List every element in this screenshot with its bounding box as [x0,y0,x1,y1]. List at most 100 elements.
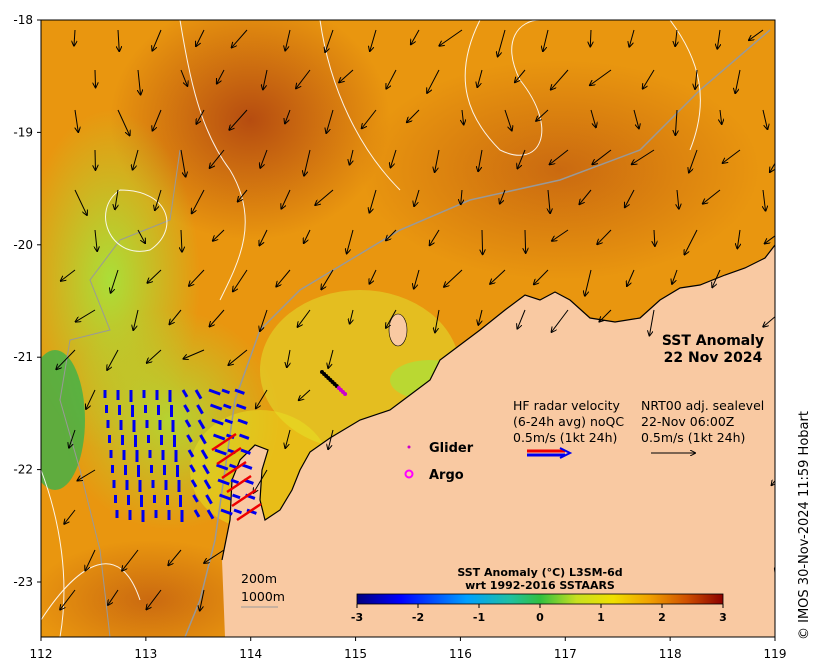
hf-legend-line2: (6-24h avg) noQC [513,414,624,429]
velocity-arrow [414,269,420,289]
velocity-arrow [304,229,311,243]
velocity-arrow [444,269,463,287]
glider-legend-marker [407,445,411,449]
velocity-arrow [61,269,76,281]
velocity-arrow [369,189,377,213]
x-tick-label: 115 [344,647,367,661]
velocity-arrow [500,189,506,204]
velocity-arrow [515,69,526,82]
hf-radar-vector-red [221,460,247,480]
velocity-arrow [590,69,612,85]
hf-radar-vector [240,448,251,455]
hf-radar-vector [193,509,201,518]
velocity-arrow [720,109,722,124]
velocity-arrow [579,189,592,204]
map-title-line1: SST Anomaly [662,333,764,349]
hf-radar-vector [230,478,240,485]
velocity-arrow [772,470,775,485]
hf-radar-vector [246,508,257,515]
hf-radar-vector [199,434,207,445]
hf-radar-vector [184,419,192,428]
colorbar-tick-label: 2 [658,611,666,624]
velocity-arrow [155,189,162,210]
velocity-arrow [654,229,655,246]
velocity-arrow [153,109,162,131]
velocity-arrow [590,29,591,46]
velocity-arrow [328,349,334,368]
credit-text: © IMOS 30-Nov-2024 11:59 Hobart [797,411,812,640]
hf-radar-vector [194,389,203,400]
velocity-arrow [632,149,655,164]
hf-legend-line3: 0.5m/s (1kt 24h) [513,430,617,445]
isobath-1000m [59,149,181,637]
depth-legend-200m: 200m [241,571,277,586]
warm-anomaly-south [41,540,270,637]
hf-radar-vector [217,478,230,486]
velocity-arrow [133,309,139,330]
hf-radar-vector [202,464,210,475]
velocity-arrow [517,309,526,329]
plot-area [41,20,775,637]
x-tick-label: 114 [239,647,262,661]
hf-radar-vector-red [216,446,242,466]
velocity-arrow [147,349,162,363]
hf-radar-vector [215,463,229,471]
hf-radar-vector [186,434,193,443]
glider-legend-label: Glider [429,441,474,456]
velocity-arrow [77,469,96,481]
velocity-arrow [196,29,205,46]
glider-track [320,370,348,396]
hf-radar-vector-red [231,488,257,508]
hf-radar-vector [190,479,198,488]
velocity-arrow [315,189,334,205]
velocity-arrow [599,309,612,322]
hf-radar-vector [228,463,238,470]
hf-radar-vector [234,388,245,395]
velocity-arrow [723,149,741,163]
velocity-arrow [370,29,377,51]
velocity-arrow [411,29,420,44]
velocity-arrow [133,149,139,170]
sea-level-velocity-arrows [56,29,775,611]
sl-legend-line1: NRT00 adj. sealevel [641,398,764,413]
velocity-arrow [672,269,678,284]
argo-legend-marker [404,469,414,479]
velocity-arrow [435,149,440,172]
velocity-arrow [204,549,225,563]
velocity-arrow [386,69,397,89]
hf-radar-vector [192,494,199,503]
velocity-arrow [552,309,569,332]
x-tick-label: 113 [134,647,157,661]
velocity-arrow [462,109,464,124]
hf-radar-vector [189,464,196,473]
velocity-arrow [407,109,420,122]
velocity-arrow [138,69,141,94]
hf-radar-velocity-field [103,388,262,522]
velocity-arrow [285,29,291,50]
colorbar-ticks: -3 -2 -1 0 1 2 3 [351,604,727,624]
x-tick-label: 117 [554,647,577,661]
velocity-arrow [763,189,766,211]
hf-radar-vector [238,433,250,440]
velocity-arrow [498,29,506,56]
velocity-arrow [552,229,569,241]
velocity-arrow [200,589,205,611]
velocity-arrow [254,469,268,493]
hf-radar-vector-red [236,502,262,522]
velocity-arrow [192,189,205,213]
glider-point [343,392,348,396]
velocity-arrow [325,29,334,52]
sea-level-contours [41,20,701,637]
velocity-arrow [625,189,635,207]
velocity-arrow [228,349,248,365]
velocity-arrow [684,229,698,254]
y-tick-label: -19 [13,125,33,139]
hf-radar-vector [235,403,247,410]
velocity-arrow [95,229,97,251]
velocity-arrow [180,149,186,177]
velocity-arrow [461,189,462,204]
sl-legend-line3: 0.5m/s (1kt 24h) [641,430,745,445]
velocity-arrow [649,309,655,335]
velocity-arrow [490,269,506,284]
